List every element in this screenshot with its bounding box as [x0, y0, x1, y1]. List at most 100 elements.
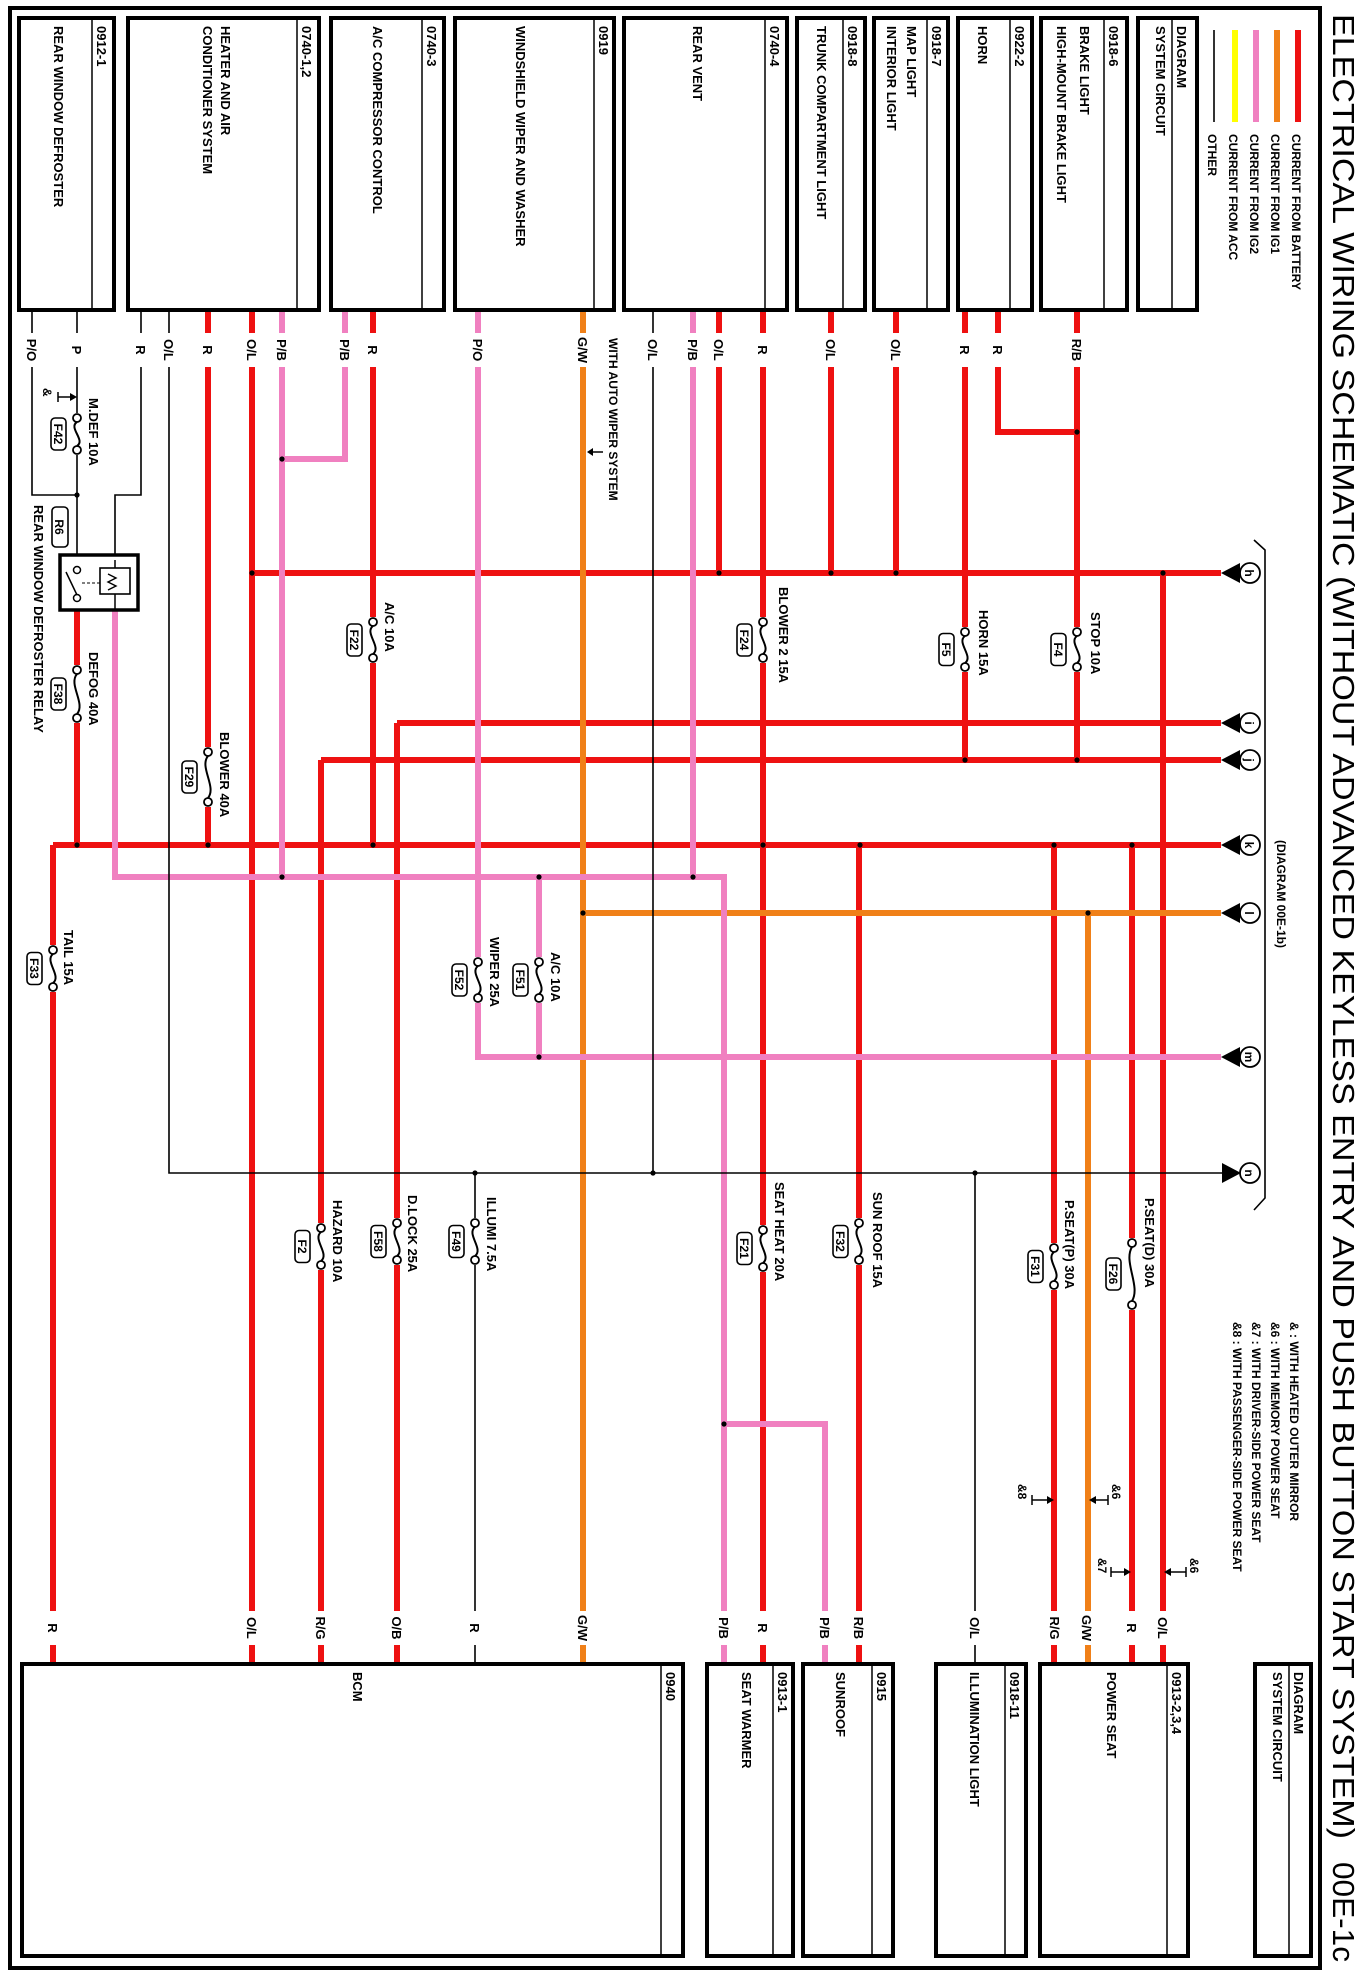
option-mark: &7 [1095, 1558, 1109, 1574]
wire-other [168, 310, 1222, 1174]
option-note: &6 : WITH MEMORY POWER SEAT [1268, 1322, 1282, 1519]
wire-label-gap [133, 333, 149, 367]
junction-dot [1074, 757, 1080, 763]
wire-color-label: P/B [685, 339, 700, 361]
fuse-id-box [294, 1229, 311, 1264]
wire-color-label: R [755, 1623, 770, 1633]
fuse-name: A/C 10A [548, 952, 563, 1002]
component-box [329, 16, 446, 312]
fuse-terminal [1127, 1238, 1137, 1248]
relay-coil-icon [99, 567, 131, 595]
arrow-in-icon [1221, 1047, 1240, 1067]
component-code: 0918-7 [929, 26, 944, 66]
connector-l[interactable] [1221, 902, 1261, 924]
wire-color-label: P/O [470, 339, 485, 361]
wire-color-label: G/W [575, 337, 590, 364]
wire-color-label: P [69, 346, 84, 355]
fuse-name: ILLUMI 7.5A [484, 1197, 499, 1272]
relay-switch-icon [65, 571, 78, 596]
connector-k[interactable] [1221, 834, 1261, 856]
component-name: HORN [975, 26, 990, 64]
wire-label-gap [389, 1611, 405, 1645]
wire-color-label: P/B [716, 1617, 731, 1639]
component-name: SUNROOF [833, 1672, 848, 1737]
wire-ig2 [112, 610, 727, 1664]
connector-letter: m [1242, 1052, 1256, 1063]
wire-label-gap [337, 333, 353, 367]
fuse-terminal [854, 1218, 864, 1228]
fuse-id: F4 [1051, 642, 1065, 656]
wire-battery [995, 310, 1077, 435]
fuse-terminal [1127, 1300, 1137, 1310]
wire-ig2 [475, 310, 1221, 1060]
connector-j[interactable] [1221, 749, 1261, 771]
wire-color-label: G/W [575, 1615, 590, 1642]
fuse-F33 [26, 945, 60, 992]
arrow-in-icon [1221, 903, 1240, 923]
component-code: 0918-8 [845, 26, 860, 66]
wire-label-gap [851, 1611, 867, 1645]
component-code: 0940 [663, 1672, 678, 1701]
wire-color-label: O/L [161, 339, 176, 361]
arrow-in-icon [1221, 713, 1240, 733]
wire-label-gap [200, 333, 216, 367]
wire-color-label: O/L [823, 339, 838, 361]
fuse-terminal [758, 617, 768, 627]
component-name: ILLUMINATION LIGHT [967, 1672, 982, 1807]
wire-label-gap [45, 1611, 61, 1645]
fuse-icon [204, 755, 212, 799]
component-box [934, 1662, 1028, 1958]
wire-label-gap [24, 333, 40, 367]
connector-m[interactable] [1221, 1046, 1261, 1068]
fuse-icon [855, 1226, 863, 1257]
wire-label-gap [1124, 1611, 1140, 1645]
fuse-id-box [346, 623, 363, 657]
wire-label-gap [467, 1611, 483, 1645]
wire-color-label: O/L [711, 339, 726, 361]
wire-label-gap [244, 1611, 260, 1645]
component-0740-3 [329, 16, 446, 312]
fuse-id: F22 [347, 630, 361, 651]
component-box [1039, 16, 1129, 312]
connector-circle [1239, 902, 1261, 924]
fuse-id-box [736, 623, 753, 657]
component-0913-2,3,4 [1038, 1662, 1190, 1958]
component-code: 0918-6 [1106, 26, 1121, 66]
fuse-id-box [50, 417, 67, 451]
wire-color-label: O/L [1155, 1617, 1170, 1639]
fuse-terminal [392, 1218, 402, 1228]
page-title: ELECTRICAL WIRING SCHEMATIC (WITHOUT ADV… [1326, 14, 1361, 1839]
fuse-terminal [470, 1255, 480, 1265]
sheet-border [8, 6, 1322, 1970]
fuse-name: A/C 10A [382, 602, 397, 652]
wire-ig2 [724, 1421, 828, 1664]
component-0740-1,2 [126, 16, 321, 312]
diagram-label: DIAGRAM [1174, 26, 1189, 88]
fuse-terminal [960, 627, 970, 637]
diagram-box-bottom [1253, 1662, 1313, 1958]
fuse-id: F51 [513, 970, 527, 991]
junction-dot [1051, 842, 1057, 848]
fuse-id-box [938, 632, 955, 667]
connector-h[interactable] [1221, 562, 1261, 584]
legend-label: CURRENT FROM BATTERY [1289, 134, 1303, 290]
fuse-terminal [316, 1223, 326, 1233]
component-code: 0912-1 [94, 26, 109, 66]
fuse-terminal [1049, 1280, 1059, 1290]
fuse-terminal [534, 993, 544, 1003]
fuse-F2 [294, 1223, 328, 1270]
arrow-out-icon [1222, 1163, 1241, 1183]
fuse-id-box [1027, 1249, 1044, 1284]
wire-color-label: G/W [1079, 1615, 1094, 1642]
junction-dot [1074, 429, 1080, 435]
fuse-icon [1128, 1246, 1136, 1302]
component-code: 0740-4 [767, 26, 782, 67]
connector-circle [1239, 749, 1261, 771]
wire-label-gap [817, 1611, 833, 1645]
junction-dot [690, 874, 696, 880]
fuse-icon [474, 965, 482, 995]
connector-n[interactable] [1222, 1162, 1261, 1184]
component-name: TRUNK COMPARTMENT LIGHT [814, 26, 829, 219]
connector-i[interactable] [1221, 712, 1261, 734]
fuse-terminal [392, 1255, 402, 1265]
